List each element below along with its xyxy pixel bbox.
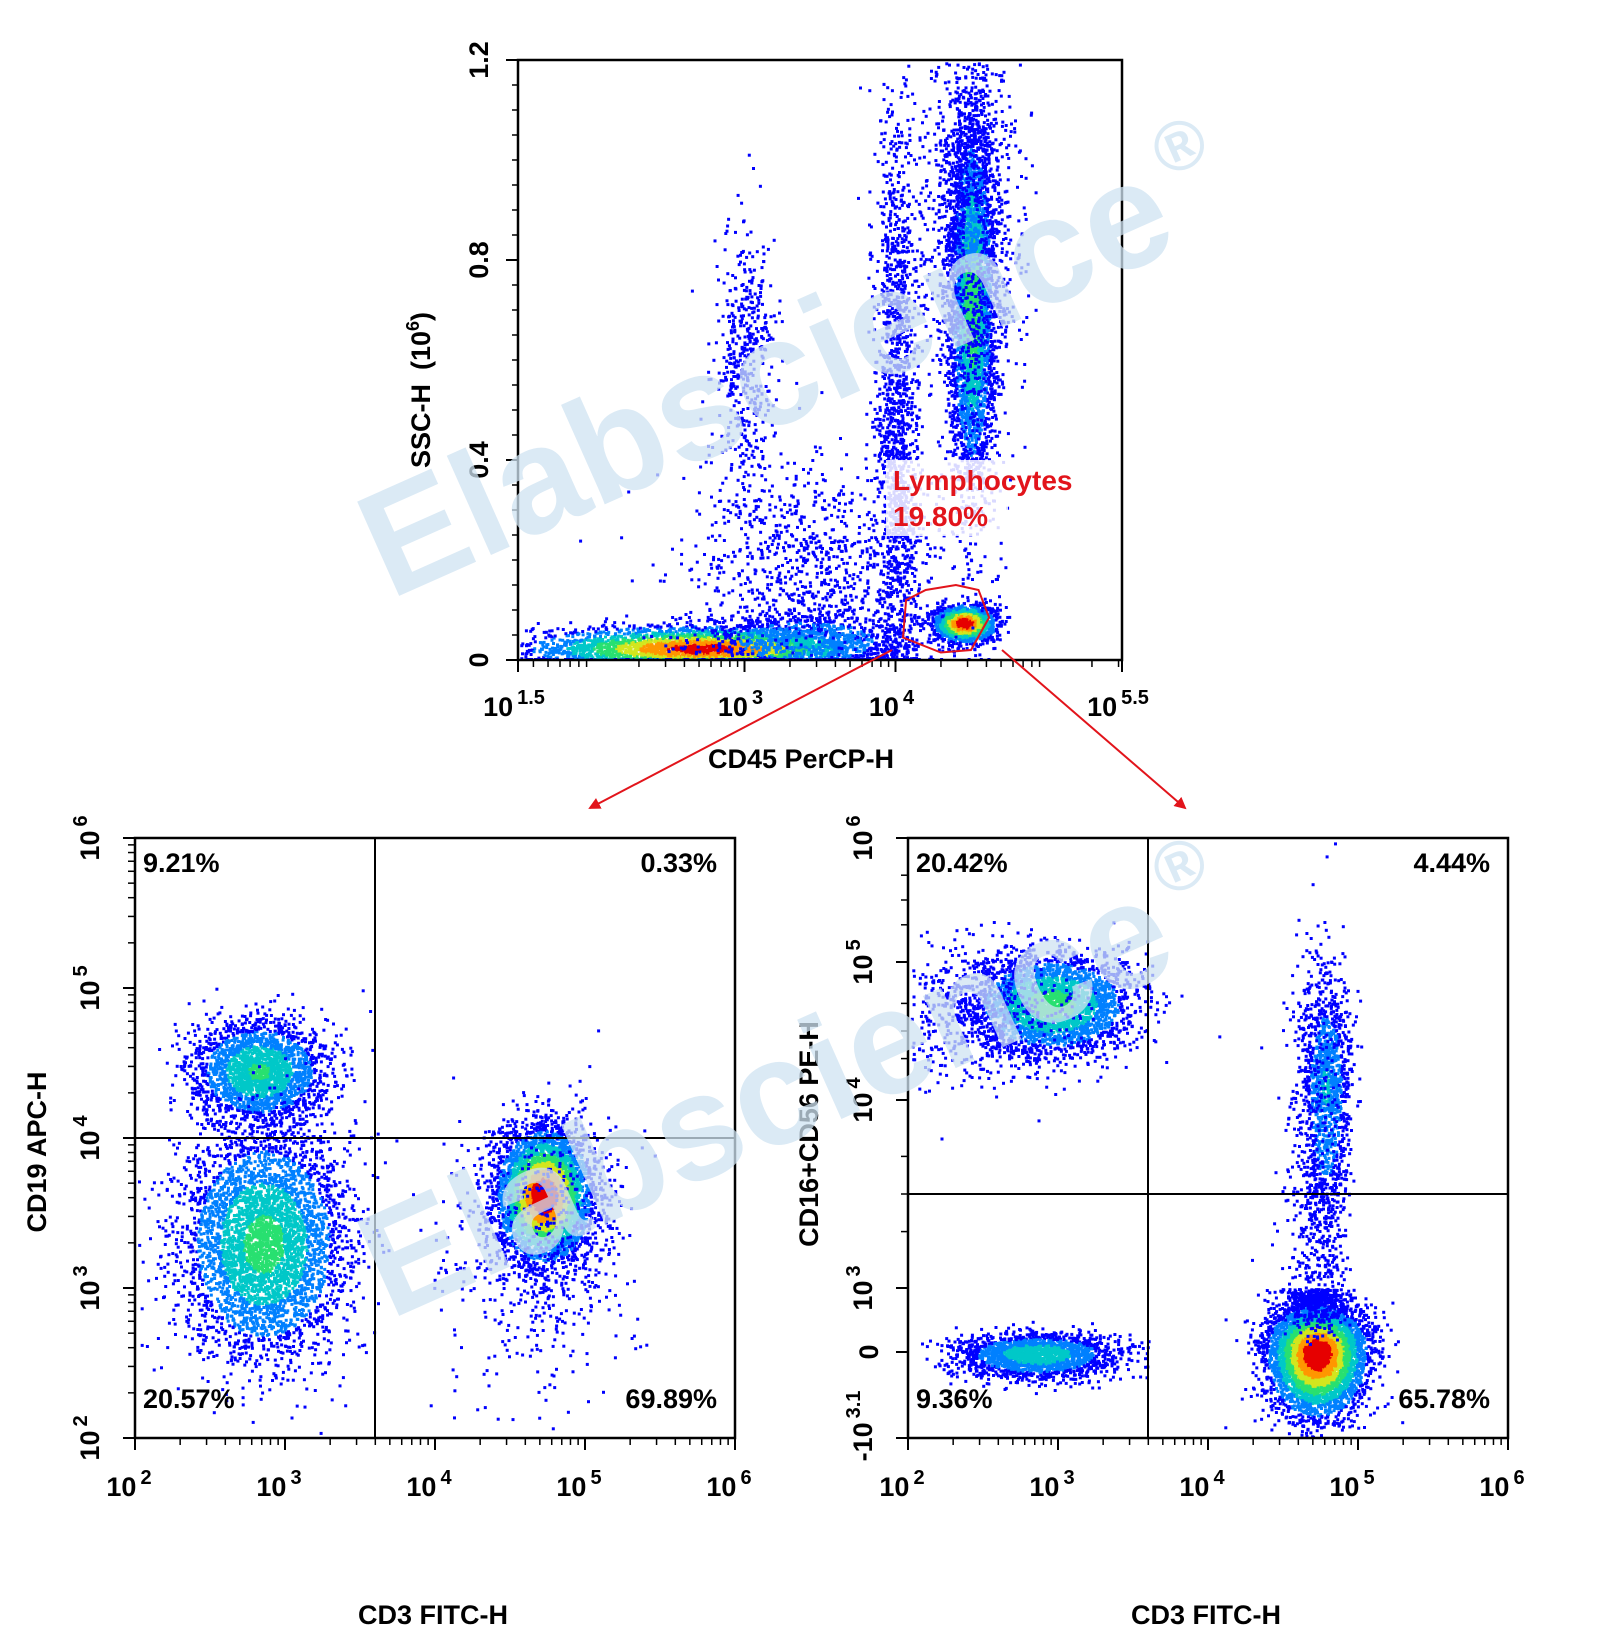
data-point	[530, 653, 533, 656]
data-point	[860, 626, 863, 629]
data-point	[521, 652, 524, 655]
data-point	[525, 629, 528, 632]
data-point	[562, 628, 565, 631]
data-point	[544, 636, 547, 639]
data-point	[873, 647, 876, 650]
data-point	[613, 621, 616, 624]
data-point	[604, 636, 607, 639]
data-point	[602, 631, 605, 634]
data-point	[660, 626, 663, 629]
data-point	[651, 624, 654, 627]
flow-cytometry-figure: 10 1.5 10 3 10 4 10 5.500.40.81.2 Lymphocytes 1…	[0, 0, 1612, 1631]
data-point	[689, 620, 692, 623]
data-point	[551, 639, 554, 642]
data-point	[521, 642, 524, 645]
